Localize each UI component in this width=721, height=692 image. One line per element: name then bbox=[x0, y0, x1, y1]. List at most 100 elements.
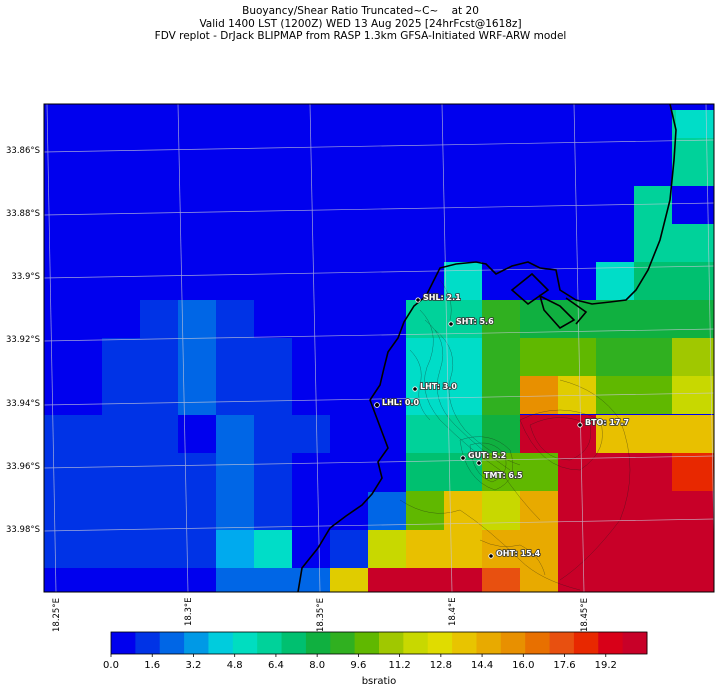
field-cell bbox=[520, 568, 558, 592]
contour-line bbox=[559, 379, 631, 581]
station-label: SHT: 5.6 bbox=[456, 317, 494, 326]
station-shl[interactable]: SHL: 2.1 bbox=[415, 292, 462, 303]
field-cell bbox=[216, 568, 292, 592]
colorbar-swatch bbox=[257, 632, 283, 654]
station-label: OHT: 15.4 bbox=[496, 549, 541, 558]
lon-label: 18.35°E bbox=[316, 598, 326, 632]
field-cell bbox=[482, 415, 520, 453]
colorbar-tick-label: 17.6 bbox=[553, 660, 575, 671]
field-cell bbox=[406, 415, 482, 453]
colorbar-tick-label: 16.0 bbox=[512, 660, 534, 671]
map-frame bbox=[43, 103, 715, 593]
graticule bbox=[44, 104, 714, 592]
colorbar-swatch bbox=[427, 632, 453, 654]
station-label: SHL: 2.1 bbox=[423, 293, 461, 302]
field-cell bbox=[140, 300, 178, 338]
station-gut[interactable]: GUT: 5.2 bbox=[460, 450, 507, 461]
field-cell bbox=[672, 186, 714, 224]
lat-axis-labels: 33.86°S 33.88°S 33.9°S 33.92°S 33.94°S 3… bbox=[6, 146, 40, 535]
colorbar-swatch bbox=[379, 632, 404, 654]
contour-line bbox=[519, 409, 603, 471]
colorbar-swatch bbox=[598, 632, 624, 654]
station-lht[interactable]: LHT: 3.0 bbox=[412, 381, 458, 392]
harbour-path bbox=[565, 297, 588, 325]
title-line-2: Valid 1400 LST (1200Z) WED 13 Aug 2025 [… bbox=[199, 17, 522, 30]
colorbar-frame bbox=[110, 631, 648, 655]
colorbar-swatch bbox=[549, 632, 575, 654]
field-cell bbox=[482, 491, 520, 530]
lat-label: 33.92°S bbox=[6, 335, 40, 345]
colorbar-swatch bbox=[622, 632, 648, 654]
field-cell bbox=[520, 491, 558, 530]
harbour-path bbox=[510, 272, 550, 306]
contour-line bbox=[529, 417, 592, 461]
lon-label: 18.4°E bbox=[448, 597, 458, 626]
field-cell bbox=[330, 568, 368, 592]
colorbar-title: bsratio bbox=[362, 676, 397, 687]
field-cell bbox=[254, 530, 292, 568]
field-cell bbox=[520, 338, 596, 376]
field-cell bbox=[634, 262, 714, 300]
colorbar-swatch bbox=[354, 632, 380, 654]
field-cell bbox=[330, 530, 368, 568]
colorbar-swatches bbox=[111, 632, 648, 654]
colorbar-swatch bbox=[281, 632, 307, 654]
lat-label: 33.88°S bbox=[6, 209, 40, 219]
colorbar: 0.0 1.6 3.2 4.8 6.4 8.0 9.6 11.2 12.8 14.4 16.0 17.… bbox=[103, 631, 648, 687]
lat-label: 33.98°S bbox=[6, 525, 40, 535]
field-cell bbox=[44, 415, 64, 453]
station-marker bbox=[412, 386, 418, 392]
stations: SHL: 2.1 SHT: 5.6 LHT: 3.0 LHL: 0.0 BTO:… bbox=[374, 292, 630, 559]
lon-gridline bbox=[309, 104, 321, 592]
harbour-path bbox=[538, 294, 576, 330]
station-sht[interactable]: SHT: 5.6 bbox=[448, 316, 495, 327]
station-label: LHL: 0.0 bbox=[382, 398, 419, 407]
lon-gridline bbox=[441, 104, 453, 592]
lat-gridline bbox=[44, 328, 714, 342]
station-marker bbox=[415, 297, 421, 303]
lon-label: 18.25°E bbox=[52, 598, 62, 632]
field-cell bbox=[216, 415, 254, 530]
colorbar-swatch bbox=[184, 632, 209, 654]
lon-gridline bbox=[177, 104, 189, 592]
coastline bbox=[297, 104, 677, 592]
station-bto[interactable]: BTO: 17.7 bbox=[577, 417, 630, 428]
terrain-contours bbox=[399, 279, 631, 591]
field-cell bbox=[406, 300, 482, 338]
bsratio-field bbox=[44, 104, 714, 592]
field-cell bbox=[672, 376, 714, 414]
colorbar-swatch bbox=[208, 632, 234, 654]
colorbar-swatch bbox=[476, 632, 502, 654]
field-cell bbox=[406, 491, 444, 530]
station-marker bbox=[448, 321, 454, 327]
colorbar-swatch bbox=[232, 632, 258, 654]
field-cell bbox=[102, 338, 178, 453]
colorbar-tick-label: 0.0 bbox=[103, 660, 119, 671]
contour-line bbox=[424, 319, 511, 471]
field-cell bbox=[672, 338, 714, 376]
lat-label: 33.96°S bbox=[6, 462, 40, 472]
station-oht[interactable]: OHT: 15.4 bbox=[488, 548, 541, 559]
colorbar-swatch bbox=[525, 632, 551, 654]
station-tmt[interactable]: TMT: 6.5 bbox=[476, 460, 524, 481]
field-cell bbox=[216, 300, 254, 415]
lon-axis-labels: 18.25°E 18.3°E 18.35°E 18.4°E 18.45°E bbox=[52, 597, 590, 632]
lon-label: 18.45°E bbox=[580, 598, 590, 632]
field-cell bbox=[216, 530, 254, 568]
colorbar-tick-label: 1.6 bbox=[144, 660, 160, 671]
colorbar-tick-label: 14.4 bbox=[471, 660, 493, 671]
colorbar-tick-label: 12.8 bbox=[430, 660, 452, 671]
contour-line bbox=[399, 499, 581, 591]
field-cell bbox=[672, 491, 714, 592]
station-label: BTO: 17.7 bbox=[585, 418, 629, 427]
lat-gridline bbox=[44, 265, 714, 279]
field-cell bbox=[368, 492, 406, 530]
contour-line bbox=[439, 279, 452, 321]
coastline-path bbox=[297, 104, 677, 592]
field-cell bbox=[254, 415, 292, 530]
colorbar-swatch bbox=[305, 632, 331, 654]
station-lhl[interactable]: LHL: 0.0 bbox=[374, 397, 420, 408]
field-cell bbox=[178, 300, 216, 415]
lon-gridline bbox=[46, 104, 57, 592]
